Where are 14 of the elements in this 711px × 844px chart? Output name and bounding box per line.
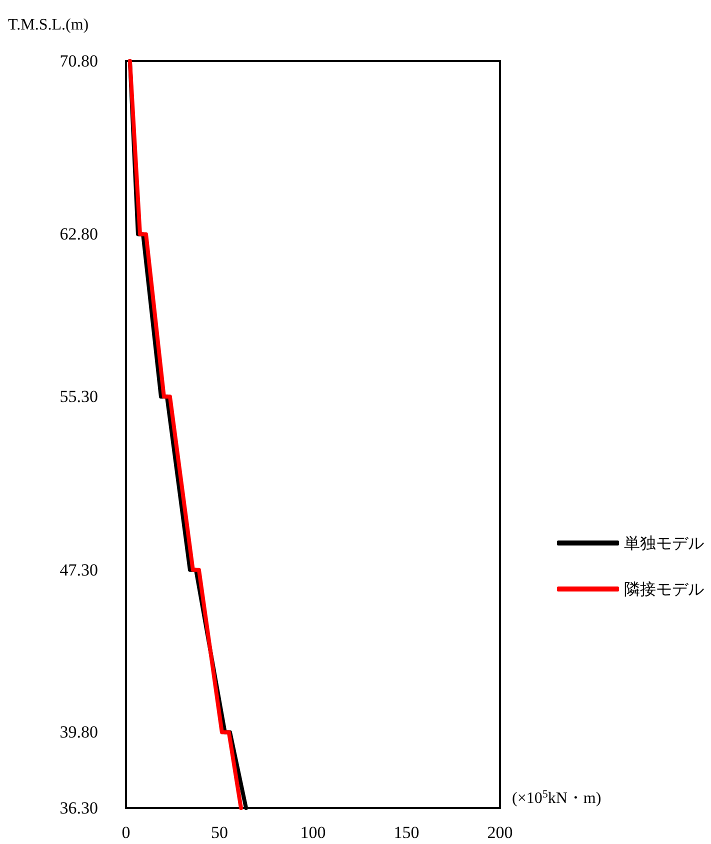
x-tick-label: 100 <box>300 823 326 842</box>
y-tick-label: 36.30 <box>60 798 98 818</box>
x-tick-label: 200 <box>487 823 513 842</box>
y-tick-label: 55.30 <box>60 387 98 406</box>
y-tick-label: 39.80 <box>60 722 98 742</box>
y-tick-label: 62.80 <box>60 224 98 244</box>
legend-label: 隣接モデル <box>624 580 704 598</box>
x-tick-label: 0 <box>122 823 130 842</box>
y-tick-label: 70.80 <box>60 52 98 70</box>
legend-label: 単独モデル <box>624 534 704 552</box>
y-tick-label: 47.30 <box>60 560 98 580</box>
y-axis-title: T.M.S.L.(m) <box>8 16 89 34</box>
x-tick-label: 50 <box>211 823 228 842</box>
x-tick-label: 150 <box>394 823 420 842</box>
